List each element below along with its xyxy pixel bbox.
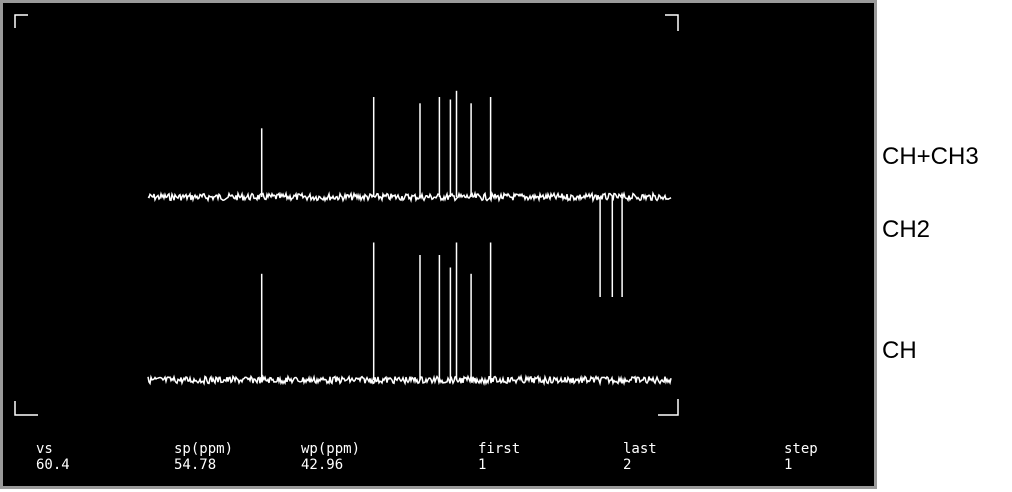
param-sp-label: sp(ppm) bbox=[174, 441, 234, 457]
param-wp-value: 42.96 bbox=[301, 457, 344, 473]
spectrum-traces bbox=[147, 90, 672, 387]
label-ch-ch3: CH+CH3 bbox=[882, 143, 979, 170]
label-ch: CH bbox=[882, 337, 917, 364]
param-vs[interactable]: vs 60.4 bbox=[36, 441, 70, 473]
param-sp[interactable]: sp(ppm) 54.78 bbox=[174, 441, 233, 473]
param-vs-label: vs bbox=[36, 441, 53, 457]
corner-bottom-left bbox=[14, 401, 38, 416]
param-step-value: 1 bbox=[784, 457, 793, 473]
baseline-dept135 bbox=[147, 190, 672, 204]
param-last[interactable]: last 2 bbox=[623, 441, 657, 473]
param-wp-label: wp(ppm) bbox=[301, 441, 361, 457]
param-last-label: last bbox=[623, 441, 657, 457]
param-first-label: first bbox=[478, 441, 521, 457]
param-vs-value: 60.4 bbox=[36, 457, 70, 473]
corner-top-right bbox=[665, 14, 679, 31]
plot-frame-corners bbox=[14, 14, 679, 416]
param-first-value: 1 bbox=[478, 457, 487, 473]
spectra-plot bbox=[14, 14, 679, 416]
corner-top-left bbox=[14, 14, 28, 28]
param-last-value: 2 bbox=[623, 457, 632, 473]
label-ch2: CH2 bbox=[882, 216, 931, 243]
corner-bottom-right bbox=[658, 399, 679, 416]
param-step-label: step bbox=[784, 441, 818, 457]
baseline-dept90 bbox=[147, 374, 672, 387]
param-first[interactable]: first 1 bbox=[478, 441, 520, 473]
param-sp-value: 54.78 bbox=[174, 457, 217, 473]
param-wp[interactable]: wp(ppm) 42.96 bbox=[301, 441, 360, 473]
spectrum-display: vs 60.4 sp(ppm) 54.78 wp(ppm) 42.96 firs… bbox=[0, 0, 877, 489]
param-step[interactable]: step 1 bbox=[784, 441, 818, 473]
